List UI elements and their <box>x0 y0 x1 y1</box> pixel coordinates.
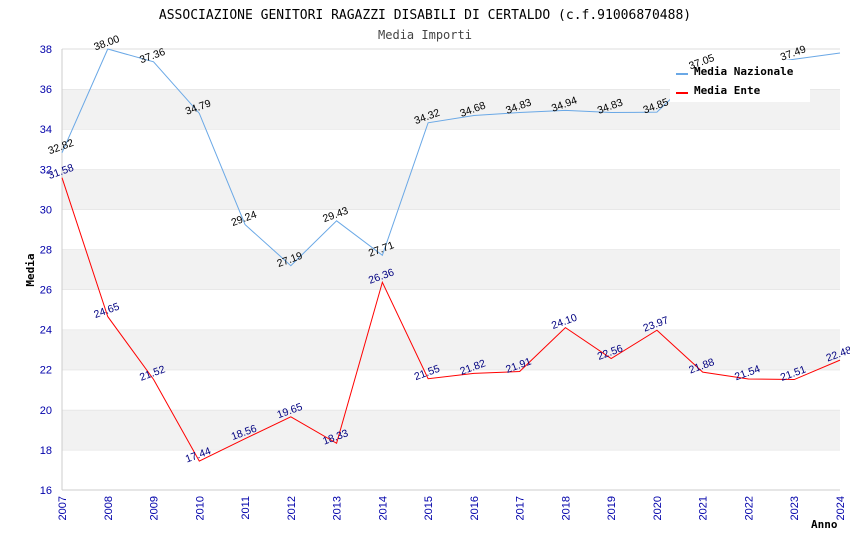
x-tick-label: 2010 <box>194 496 206 520</box>
grid-band <box>62 409 840 450</box>
x-tick-label: 2022 <box>743 496 755 520</box>
grid-band <box>62 329 840 370</box>
x-tick-label: 2011 <box>240 496 252 520</box>
x-tick-label: 2020 <box>652 496 664 520</box>
x-tick-label: 2024 <box>835 496 847 520</box>
y-tick-label: 26 <box>40 285 52 297</box>
x-tick-label: 2012 <box>286 496 298 520</box>
x-axis-label: Anno <box>811 518 838 531</box>
y-tick-label: 38 <box>40 44 52 56</box>
grid-bands <box>62 48 840 490</box>
grid-band <box>62 169 840 210</box>
x-tick-label: 2015 <box>423 496 435 520</box>
grid-band <box>62 209 840 250</box>
grid-band <box>62 449 840 490</box>
x-tick-label: 2019 <box>606 496 618 520</box>
y-axis-label: Media <box>24 253 37 286</box>
x-tick-label: 2018 <box>560 496 572 520</box>
legend: Media Nazionale Media Ente <box>670 60 810 102</box>
x-tick-label: 2013 <box>332 496 344 520</box>
x-tick-label: 2007 <box>57 496 69 520</box>
y-tick-label: 34 <box>40 124 52 136</box>
axes <box>61 49 840 491</box>
grid-band <box>62 289 840 330</box>
y-tick-label: 16 <box>40 485 52 497</box>
legend-label-media-ente: Media Ente <box>694 84 761 97</box>
y-tick-label: 28 <box>40 244 52 256</box>
x-tick-label: 2016 <box>469 496 481 520</box>
y-tick-label: 32 <box>40 164 52 176</box>
chart-title: ASSOCIAZIONE GENITORI RAGAZZI DISABILI D… <box>159 8 691 23</box>
x-tick-label: 2008 <box>103 496 115 520</box>
y-tick-label: 30 <box>40 204 52 216</box>
legend-label-media-nazionale: Media Nazionale <box>694 65 794 78</box>
y-tick-labels: 16 18 20 22 24 26 28 30 32 34 36 38 <box>40 44 52 497</box>
x-tick-labels: 2007 2008 2009 2010 2011 2012 2013 2014 2015 2016… <box>57 496 847 520</box>
x-tick-label: 2023 <box>789 496 801 520</box>
x-tick-label: 2014 <box>377 496 389 520</box>
y-tick-label: 22 <box>40 365 52 377</box>
y-tick-label: 18 <box>40 445 52 457</box>
legend-background <box>670 60 810 102</box>
y-tick-label: 36 <box>40 84 52 96</box>
grid-band <box>62 249 840 290</box>
x-tick-label: 2017 <box>515 496 527 520</box>
series-line-media-ente <box>61 177 841 462</box>
x-tick-label: 2021 <box>698 496 710 520</box>
y-tick-label: 24 <box>40 325 52 337</box>
chart-subtitle: Media Importi <box>378 28 472 42</box>
x-tick-label: 2009 <box>149 496 161 520</box>
y-tick-label: 20 <box>40 405 52 417</box>
grid-band <box>62 129 840 170</box>
